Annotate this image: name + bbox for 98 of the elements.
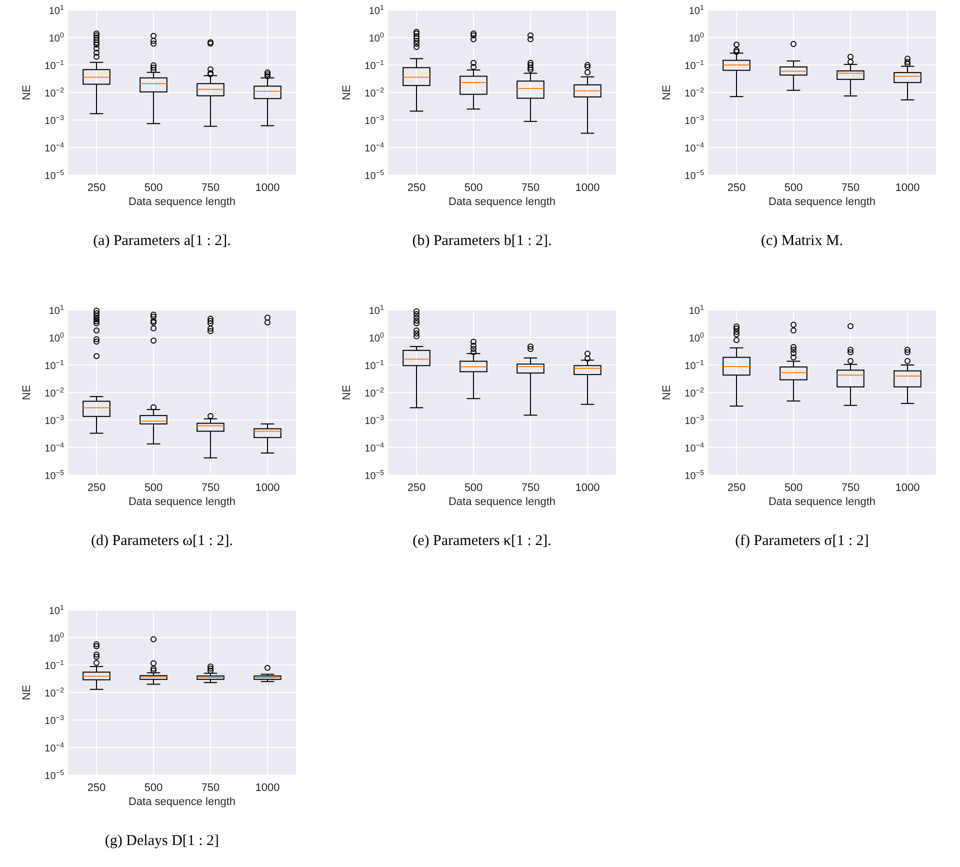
y-tick-label: 10$^{−5}$	[44, 468, 64, 482]
y-tick-label: 10$^{−3}$	[684, 112, 704, 127]
y-tick-label: 10$^{−2}$	[684, 385, 704, 400]
y-tick-label: 10$^{−5}$	[684, 168, 704, 182]
y-tick-label: 10$^{−3}$	[44, 712, 64, 727]
y-axis-title: NE	[21, 684, 33, 700]
y-tick-label: 10$^{−5}$	[44, 168, 64, 182]
y-tick-label: 10$^{−2}$	[44, 385, 64, 400]
y-axis-title: NE	[341, 384, 353, 400]
x-axis-title: Data sequence length	[128, 496, 236, 508]
x-tick-label: 1000	[895, 182, 920, 194]
y-tick-label: 10$^{−3}$	[364, 112, 384, 127]
x-tick-label: 1000	[255, 182, 280, 194]
x-tick-label: 750	[841, 482, 860, 494]
y-tick-label: 10$^{1}$	[48, 2, 64, 17]
text: (f) Parameters σ[1 : 2]	[735, 533, 869, 549]
y-tick-label: 10$^{−1}$	[44, 58, 64, 72]
y-tick-label: 10$^{−3}$	[44, 412, 64, 427]
y-tick-label: 10$^{−5}$	[364, 168, 384, 182]
x-tick-label: 750	[201, 482, 220, 494]
y-tick-label: 10$^{−1}$	[684, 358, 704, 372]
y-tick-label: 10$^{−4}$	[44, 140, 64, 154]
y-tick-label: 10$^{−5}$	[684, 468, 704, 482]
y-tick-label: 10$^{−2}$	[684, 85, 704, 100]
text: (e) Parameters κ[1 : 2].	[412, 533, 552, 549]
y-tick-label: 10$^{−3}$	[684, 412, 704, 427]
x-axis-title: Data sequence length	[768, 496, 876, 508]
y-tick-label: 10$^{−2}$	[44, 685, 64, 700]
x-tick-label: 250	[407, 482, 426, 494]
y-tick-label: 10$^{−2}$	[364, 85, 384, 100]
x-tick-label: 250	[727, 482, 746, 494]
x-tick-label: 750	[521, 482, 540, 494]
y-tick-label: 10$^{−4}$	[364, 140, 384, 154]
y-tick-label: 10$^{0}$	[48, 630, 64, 644]
x-tick-label: 1000	[575, 182, 600, 194]
x-axis-title: Data sequence length	[128, 196, 236, 208]
x-tick-label: 250	[87, 182, 106, 194]
x-axis-title: Data sequence length	[768, 196, 876, 208]
x-tick-label: 250	[407, 182, 426, 194]
y-tick-label: 10$^{−4}$	[44, 440, 64, 454]
y-tick-label: 10$^{−5}$	[364, 468, 384, 482]
y-tick-label: 10$^{−2}$	[44, 85, 64, 100]
y-tick-label: 10$^{1}$	[48, 302, 64, 317]
x-tick-label: 500	[784, 482, 803, 494]
text: (b) Parameters b[1 : 2].	[412, 233, 552, 249]
y-tick-label: 10$^{−5}$	[44, 768, 64, 782]
x-tick-label: 1000	[255, 782, 280, 794]
x-axis-title: Data sequence length	[128, 796, 236, 808]
y-tick-label: 10$^{1}$	[688, 2, 704, 17]
y-tick-label: 10$^{0}$	[688, 330, 704, 344]
y-tick-label: 10$^{−4}$	[684, 140, 704, 154]
y-tick-label: 10$^{0}$	[688, 30, 704, 44]
x-tick-label: 750	[201, 182, 220, 194]
y-axis-title: NE	[661, 84, 673, 100]
x-tick-label: 1000	[575, 482, 600, 494]
text: (g) Delays D[1 : 2]	[104, 833, 220, 849]
text: (d) Parameters ω[1 : 2].	[91, 533, 233, 549]
y-tick-label: 10$^{−1}$	[44, 358, 64, 372]
y-tick-label: 10$^{−4}$	[364, 440, 384, 454]
text: (c) Matrix M.	[760, 233, 844, 249]
x-tick-label: 500	[464, 482, 483, 494]
y-tick-label: 10$^{1}$	[368, 302, 384, 317]
x-tick-label: 250	[727, 182, 746, 194]
y-tick-label: 10$^{−3}$	[364, 412, 384, 427]
x-tick-label: 750	[841, 182, 860, 194]
y-tick-label: 10$^{0}$	[48, 330, 64, 344]
x-tick-label: 500	[144, 782, 163, 794]
y-axis-title: NE	[21, 384, 33, 400]
x-axis-title: Data sequence length	[448, 196, 556, 208]
x-tick-label: 750	[521, 182, 540, 194]
y-tick-label: 10$^{−4}$	[684, 440, 704, 454]
x-tick-label: 500	[144, 482, 163, 494]
y-tick-label: 10$^{−1}$	[684, 58, 704, 72]
y-axis-title: NE	[661, 384, 673, 400]
x-tick-label: 750	[201, 782, 220, 794]
y-tick-label: 10$^{−1}$	[364, 58, 384, 72]
y-tick-label: 10$^{−1}$	[44, 658, 64, 672]
y-tick-label: 10$^{−1}$	[364, 358, 384, 372]
x-tick-label: 500	[464, 182, 483, 194]
y-tick-label: 10$^{−3}$	[44, 112, 64, 127]
x-tick-label: 250	[87, 482, 106, 494]
y-tick-label: 10$^{0}$	[368, 330, 384, 344]
y-tick-label: 10$^{−4}$	[44, 740, 64, 754]
x-tick-label: 1000	[255, 482, 280, 494]
x-tick-label: 1000	[895, 482, 920, 494]
y-tick-label: 10$^{1}$	[368, 2, 384, 17]
text: (a) Parameters a[1 : 2].	[93, 233, 231, 249]
x-tick-label: 500	[784, 182, 803, 194]
y-tick-label: 10$^{−2}$	[364, 385, 384, 400]
y-tick-label: 10$^{0}$	[48, 30, 64, 44]
x-tick-label: 250	[87, 782, 106, 794]
y-axis-title: NE	[21, 84, 33, 100]
y-tick-label: 10$^{0}$	[368, 30, 384, 44]
y-tick-label: 10$^{1}$	[48, 602, 64, 617]
x-axis-title: Data sequence length	[448, 496, 556, 508]
y-axis-title: NE	[341, 84, 353, 100]
y-tick-label: 10$^{1}$	[688, 302, 704, 317]
x-tick-label: 500	[144, 182, 163, 194]
